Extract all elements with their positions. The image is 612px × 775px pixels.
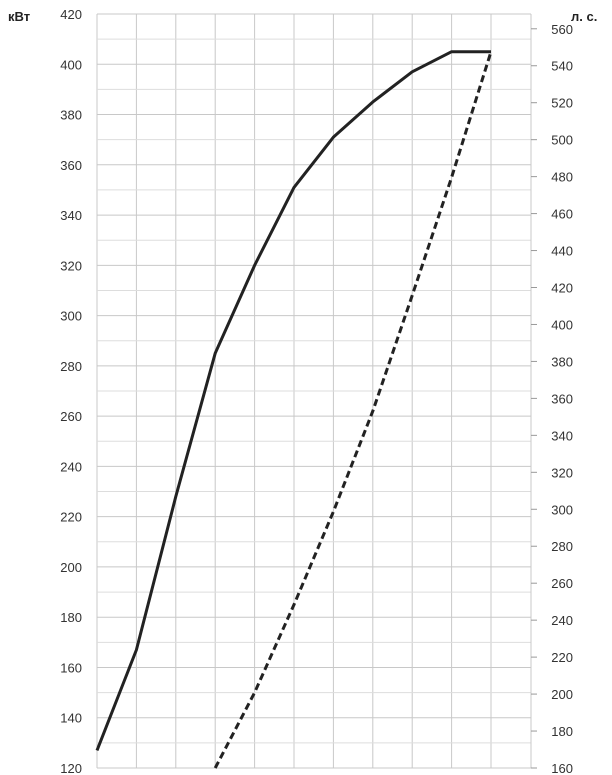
right-axis-unit: л. с. (571, 9, 597, 24)
right-tick-label: 440 (551, 244, 573, 259)
right-tick-label: 320 (551, 465, 573, 480)
left-tick-label: 400 (60, 57, 82, 72)
left-tick-label: 340 (60, 208, 82, 223)
right-tick-label: 540 (551, 59, 573, 74)
left-tick-label: 380 (60, 108, 82, 123)
right-tick-label: 220 (551, 650, 573, 665)
left-tick-label: 240 (60, 459, 82, 474)
right-tick-label: 460 (551, 207, 573, 222)
left-tick-label: 120 (60, 761, 82, 775)
left-tick-label: 300 (60, 309, 82, 324)
left-tick-label: 320 (60, 258, 82, 273)
left-tick-label: 220 (60, 510, 82, 525)
right-tick-label: 280 (551, 539, 573, 554)
right-tick-label: 340 (551, 428, 573, 443)
solid-curve (95, 50, 491, 751)
right-tick-label: 200 (551, 687, 573, 702)
right-axis-ticks: 160 180 200 220 240 260 280 300 320 340 360 380 400 4… (531, 22, 573, 775)
left-axis-unit: кВт (8, 9, 30, 24)
right-tick-label: 360 (551, 391, 573, 406)
left-tick-label: 420 (60, 7, 82, 22)
right-tick-label: 560 (551, 22, 573, 37)
right-tick-label: 520 (551, 96, 573, 111)
right-tick-label: 380 (551, 354, 573, 369)
left-tick-label: 360 (60, 158, 82, 173)
grid (96, 13, 532, 769)
right-tick-label: 500 (551, 133, 573, 148)
right-tick-label: 420 (551, 281, 573, 296)
left-axis-ticks: 120 140 160 180 200 220 240 260 280 300 320 340 360 3… (60, 7, 82, 775)
left-tick-label: 280 (60, 359, 82, 374)
right-tick-label: 240 (551, 613, 573, 628)
right-tick-label: 260 (551, 576, 573, 591)
left-tick-label: 160 (60, 660, 82, 675)
left-tick-label: 140 (60, 711, 82, 726)
right-tick-label: 180 (551, 724, 573, 739)
left-tick-label: 200 (60, 560, 82, 575)
left-tick-label: 260 (60, 409, 82, 424)
left-tick-label: 180 (60, 610, 82, 625)
series-lines (95, 50, 493, 769)
right-tick-label: 400 (551, 317, 573, 332)
dashed-curve (213, 51, 493, 769)
right-tick-label: 480 (551, 170, 573, 185)
right-tick-label: 300 (551, 502, 573, 517)
right-tick-label: 160 (551, 761, 573, 775)
